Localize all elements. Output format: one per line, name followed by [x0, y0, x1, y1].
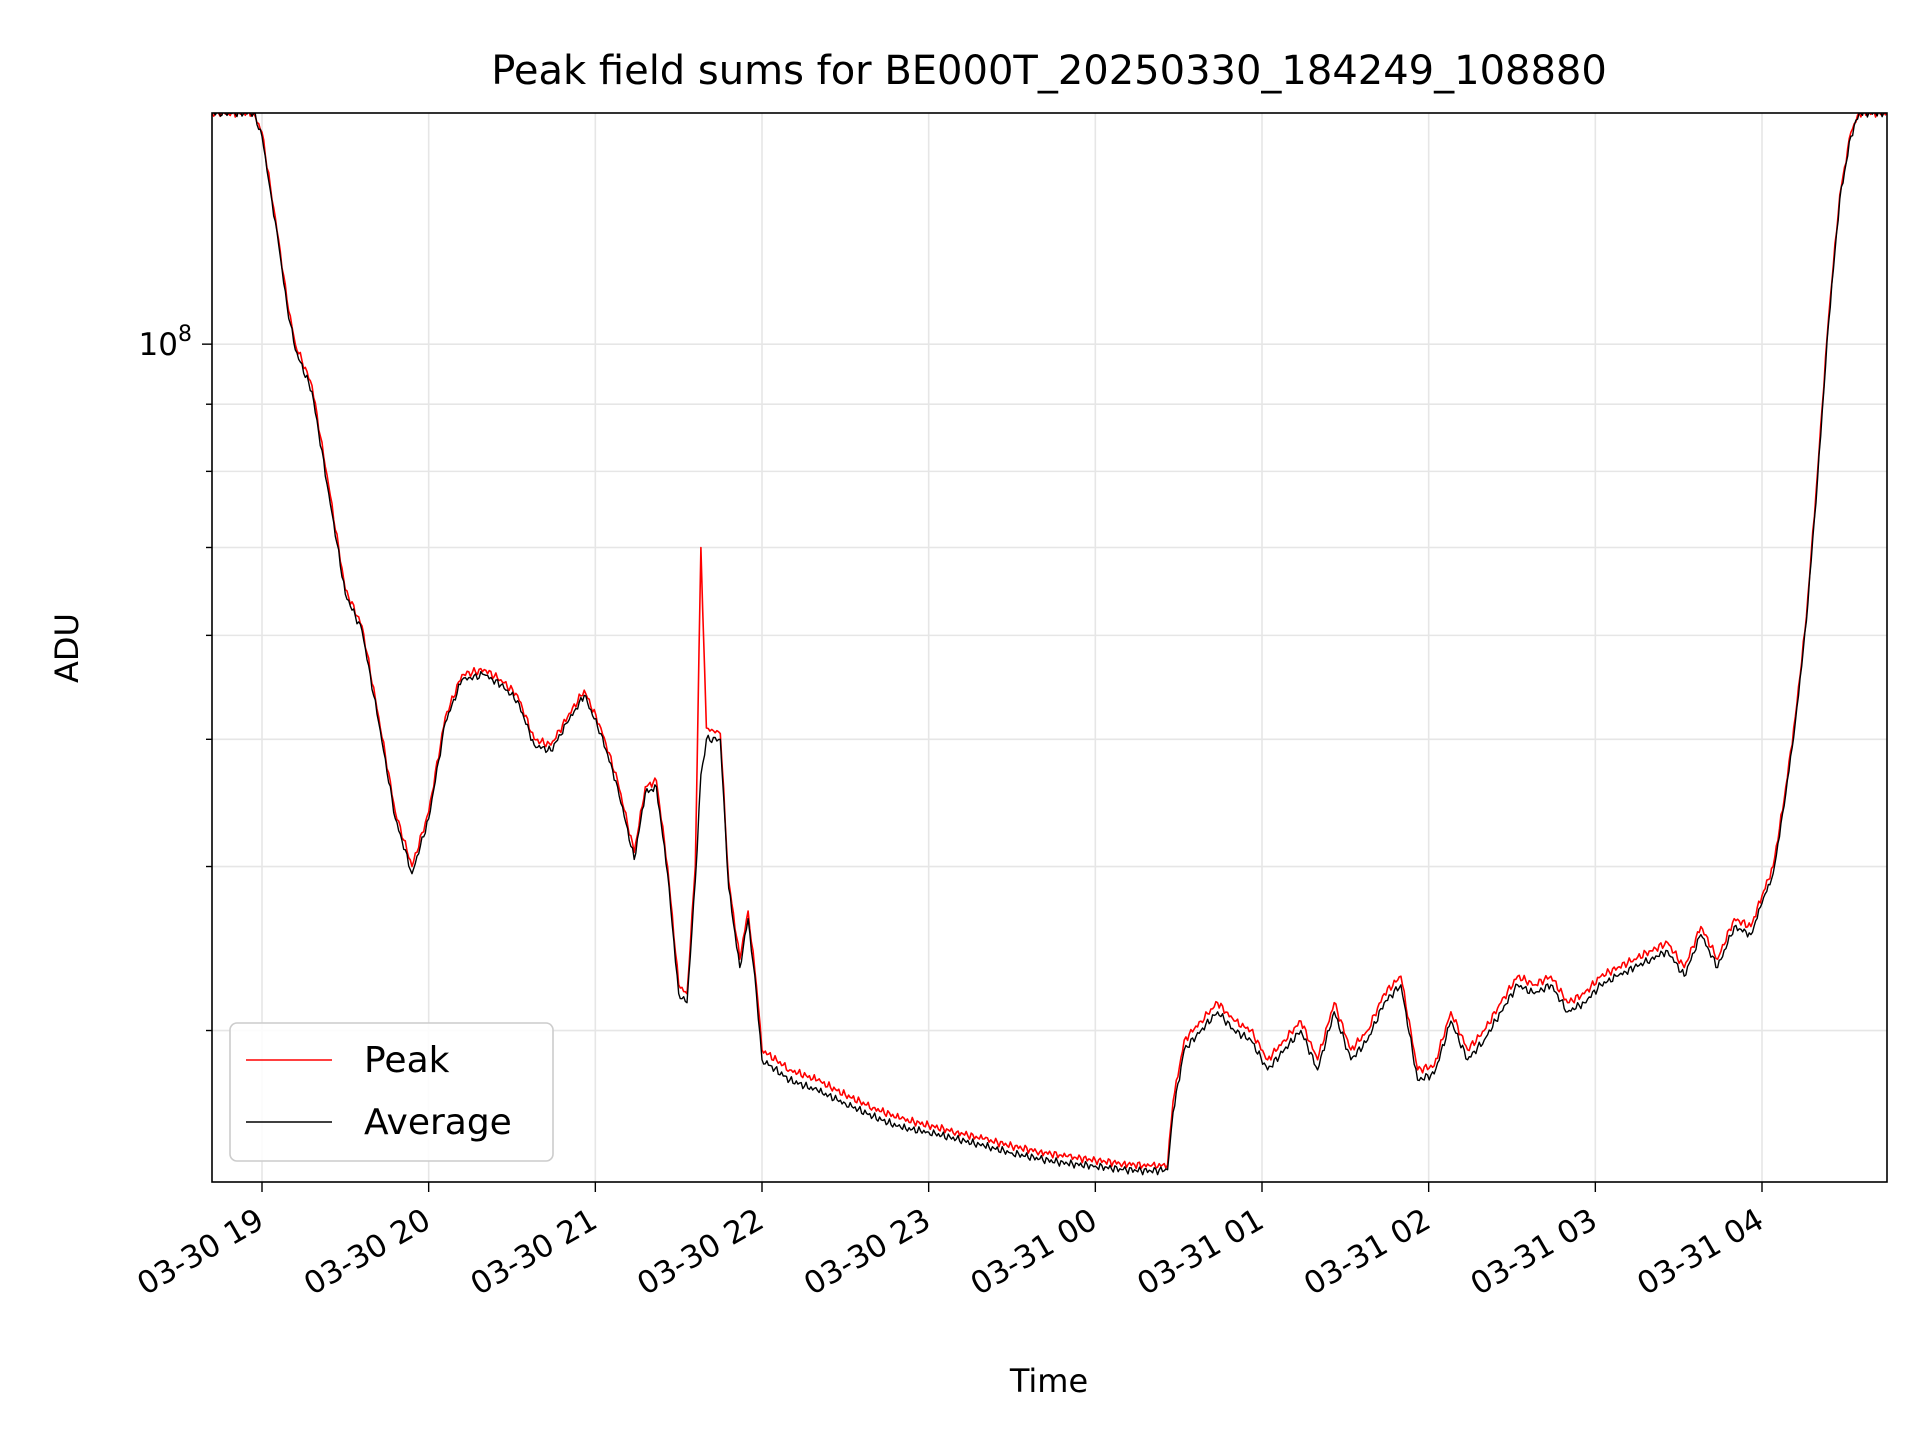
- legend: Peak Average: [229, 1022, 554, 1162]
- y-axis-label: ADU: [48, 613, 86, 683]
- series-group: [212, 113, 1887, 1176]
- x-axis-label: Time: [1009, 1362, 1088, 1400]
- y-tick-label: 108: [139, 322, 192, 363]
- series-line-average: [212, 113, 1887, 1176]
- legend-label-peak: Peak: [364, 1040, 450, 1081]
- series-line-peak: [212, 113, 1887, 1170]
- legend-label-average: Average: [364, 1102, 512, 1143]
- chart-title: Peak field sums for BE000T_20250330_1842…: [491, 48, 1607, 94]
- plot-area-frame: [211, 112, 1888, 1183]
- legend-box: [229, 1022, 554, 1162]
